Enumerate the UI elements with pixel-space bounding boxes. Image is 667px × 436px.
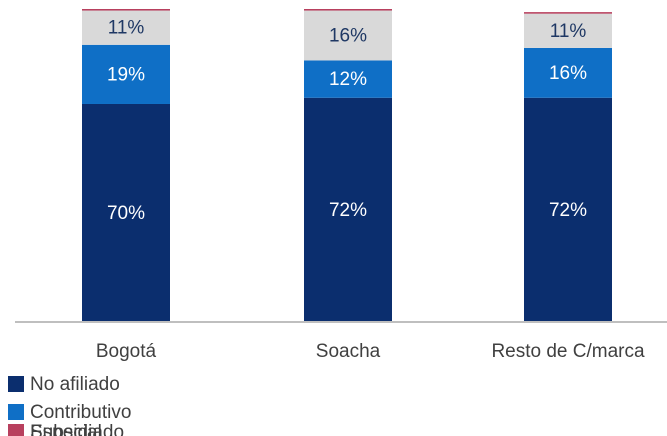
data-label: 12% (329, 69, 367, 90)
x-tick-label: Resto de C/marca (491, 341, 645, 362)
legend-swatch (8, 424, 24, 436)
data-label: 72% (329, 200, 367, 221)
legend-label: Contributivo (30, 402, 131, 423)
data-label: 16% (329, 25, 367, 46)
bar-segment (304, 10, 392, 61)
bar-segment (82, 103, 170, 322)
legend-label: No afiliado (30, 374, 120, 395)
x-tick-label: Bogotá (96, 341, 157, 362)
bar-segment (82, 44, 170, 104)
legend-swatch (8, 376, 24, 392)
bar-segment (304, 97, 392, 322)
bar-segment (304, 60, 392, 98)
data-label: 16% (549, 63, 587, 84)
data-label: 70% (107, 203, 145, 224)
bar-segment (82, 10, 170, 45)
bar-segment (304, 9, 392, 11)
bar-segment (82, 9, 170, 11)
data-label: 19% (107, 64, 145, 85)
data-label: 11% (108, 18, 145, 39)
x-tick-label: Soacha (316, 341, 381, 362)
bar-segment (524, 47, 612, 98)
legend-label: Especial (30, 422, 102, 436)
data-label: 72% (549, 200, 587, 221)
bar-segment (524, 12, 612, 14)
data-label: 11% (550, 21, 587, 42)
bar-segment (524, 13, 612, 48)
legend-swatch (8, 404, 24, 420)
legend-label: Subsidiado (30, 422, 124, 436)
bar-segment (524, 97, 612, 322)
